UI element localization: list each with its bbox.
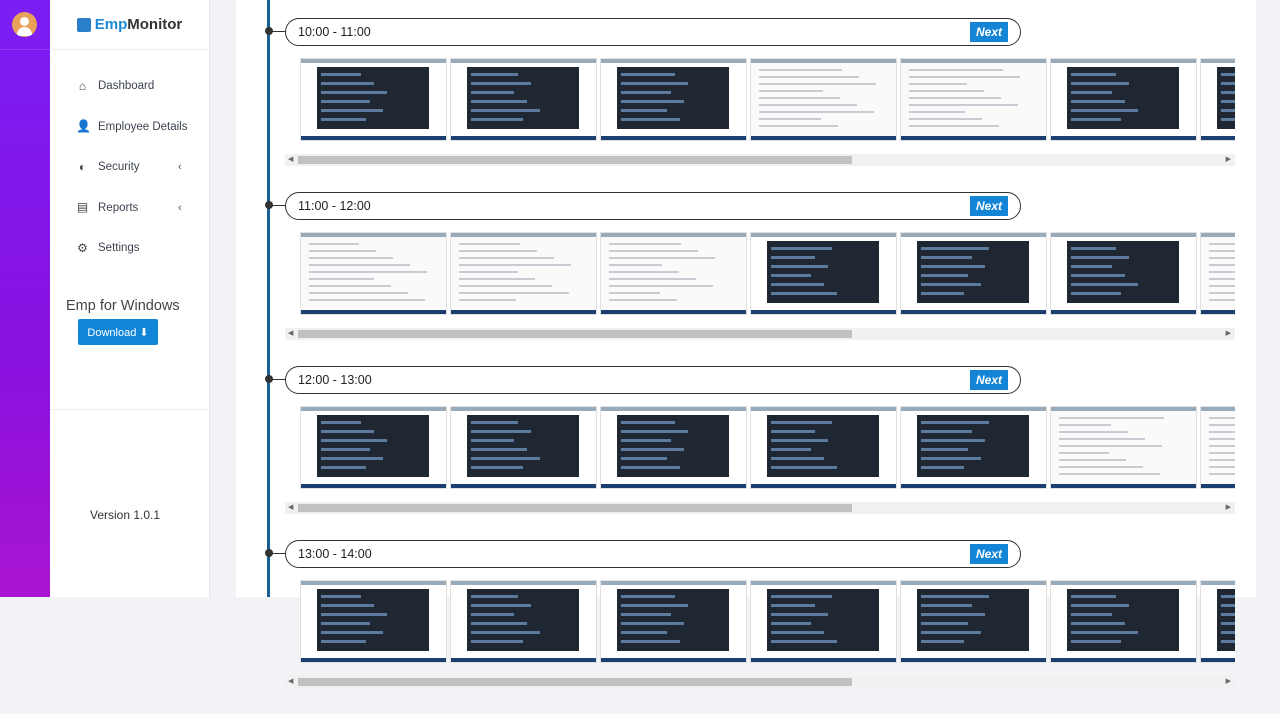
chevron-left-icon: ‹: [178, 201, 182, 214]
timeline-section: 11:00 - 12:00 Next ◀ ▶: [0, 192, 1280, 366]
screenshot-thumbnail[interactable]: [600, 580, 747, 663]
screenshot-thumbnail[interactable]: [1200, 232, 1235, 315]
screenshot-thumbnail[interactable]: [450, 232, 597, 315]
sidebar-item-label: Employee Details: [98, 120, 188, 133]
screenshot-thumbnail[interactable]: [1050, 580, 1197, 663]
time-range-label: 11:00 - 12:00: [298, 199, 371, 213]
screenshot-strip: [300, 406, 1235, 489]
screenshot-thumbnail[interactable]: [300, 58, 447, 141]
screenshot-thumbnail[interactable]: [900, 580, 1047, 663]
screenshot-thumbnail[interactable]: [1050, 232, 1197, 315]
gear-icon: ⚙: [77, 240, 88, 255]
screenshot-thumbnail[interactable]: [450, 580, 597, 663]
scrollbar-thumb[interactable]: [298, 330, 852, 338]
document-icon: ▤: [76, 200, 89, 215]
timeline-line: [267, 0, 270, 597]
time-range-label: 12:00 - 13:00: [298, 373, 372, 387]
scrollbar-thumb[interactable]: [298, 678, 852, 686]
timeline-section: 10:00 - 11:00 Next ◀ ▶: [0, 18, 1280, 192]
screenshot-thumbnail[interactable]: [600, 232, 747, 315]
screenshot-thumbnail[interactable]: [450, 406, 597, 489]
scroll-left-icon[interactable]: ◀: [288, 678, 294, 685]
screenshot-thumbnail[interactable]: [300, 406, 447, 489]
scrollbar-thumb[interactable]: [298, 156, 852, 164]
sidebar-item-label: Reports: [98, 201, 139, 214]
scroll-left-icon[interactable]: ◀: [288, 504, 294, 511]
screenshot-thumbnail[interactable]: [1050, 58, 1197, 141]
home-icon: ⌂: [78, 78, 87, 93]
next-button[interactable]: Next: [970, 370, 1008, 390]
horizontal-scrollbar[interactable]: ◀ ▶: [285, 328, 1235, 340]
chevron-left-icon: ‹: [178, 161, 182, 174]
next-button[interactable]: Next: [970, 544, 1008, 564]
time-range-header: 13:00 - 14:00 Next: [285, 540, 1021, 568]
sidebar-item-settings[interactable]: ⚙ Settings: [50, 228, 209, 269]
timeline-section: 12:00 - 13:00 Next ◀ ▶: [0, 366, 1280, 540]
download-button[interactable]: Download ⬇: [78, 319, 158, 345]
screenshot-strip: [300, 580, 1235, 663]
time-range-header: 11:00 - 12:00 Next: [285, 192, 1021, 220]
sidebar-item-label: Settings: [98, 242, 140, 255]
screenshot-thumbnail[interactable]: [750, 58, 897, 141]
screenshot-thumbnail[interactable]: [750, 580, 897, 663]
screenshot-thumbnail[interactable]: [750, 406, 897, 489]
horizontal-scrollbar[interactable]: ◀ ▶: [285, 676, 1235, 688]
screenshot-thumbnail[interactable]: [1200, 580, 1235, 663]
horizontal-scrollbar[interactable]: ◀ ▶: [285, 502, 1235, 514]
scroll-left-icon[interactable]: ◀: [288, 330, 294, 337]
timeline-section: 13:00 - 14:00 Next ◀ ▶: [0, 540, 1280, 714]
avatar[interactable]: [12, 12, 37, 37]
screenshot-thumbnail[interactable]: [300, 232, 447, 315]
sidebar-item-reports[interactable]: ▤ Reports ‹: [50, 188, 209, 229]
download-icon: ⬇: [139, 326, 149, 339]
screenshot-thumbnail[interactable]: [300, 580, 447, 663]
shield-icon: ◐: [78, 159, 87, 174]
timeline-dot: [265, 27, 273, 35]
scroll-left-icon[interactable]: ◀: [288, 156, 294, 163]
scroll-right-icon[interactable]: ▶: [1225, 678, 1231, 685]
screenshot-thumbnail[interactable]: [750, 232, 897, 315]
sidebar-item-label: Dashboard: [98, 80, 155, 93]
time-range-header: 12:00 - 13:00 Next: [285, 366, 1021, 394]
sidebar-item-dashboard[interactable]: ⌂ Dashboard: [50, 66, 209, 107]
horizontal-scrollbar[interactable]: ◀ ▶: [285, 154, 1235, 166]
user-icon: 👤: [76, 119, 91, 134]
screenshot-thumbnail[interactable]: [900, 232, 1047, 315]
version-label: Version 1.0.1: [90, 508, 161, 522]
scroll-right-icon[interactable]: ▶: [1225, 156, 1231, 163]
screenshot-thumbnail[interactable]: [450, 58, 597, 141]
screenshot-thumbnail[interactable]: [600, 406, 747, 489]
divider: [50, 409, 210, 410]
sidebar-item-security[interactable]: ◐ Security ‹: [50, 147, 209, 188]
screenshot-strip: [300, 232, 1235, 315]
scrollbar-thumb[interactable]: [298, 504, 852, 512]
time-range-label: 13:00 - 14:00: [298, 547, 372, 561]
logo-icon: [76, 17, 91, 32]
logo[interactable]: Emp Monitor: [50, 0, 209, 50]
next-button[interactable]: Next: [970, 22, 1008, 42]
time-range-header: 10:00 - 11:00 Next: [285, 18, 1021, 46]
timeline-dot: [265, 549, 273, 557]
scroll-right-icon[interactable]: ▶: [1225, 330, 1231, 337]
screenshot-thumbnail[interactable]: [1200, 58, 1235, 141]
screenshot-thumbnail[interactable]: [600, 58, 747, 141]
sidebar-item-employee-details[interactable]: 👤 Employee Details: [50, 107, 209, 148]
sidebar-item-label: Security: [98, 161, 140, 174]
screenshot-thumbnail[interactable]: [900, 406, 1047, 489]
windows-heading: Emp for Windows: [66, 298, 180, 314]
timeline-dot: [265, 375, 273, 383]
timeline-dot: [265, 201, 273, 209]
screenshot-strip: [300, 58, 1235, 141]
screenshot-thumbnail[interactable]: [900, 58, 1047, 141]
time-range-label: 10:00 - 11:00: [298, 25, 371, 39]
screenshot-thumbnail[interactable]: [1200, 406, 1235, 489]
app-strip: [0, 0, 50, 597]
next-button[interactable]: Next: [970, 196, 1008, 216]
screenshot-thumbnail[interactable]: [1050, 406, 1197, 489]
sidebar: Emp Monitor ⌂ Dashboard 👤 Employee Details ◐ S…: [50, 0, 210, 597]
scroll-right-icon[interactable]: ▶: [1225, 504, 1231, 511]
